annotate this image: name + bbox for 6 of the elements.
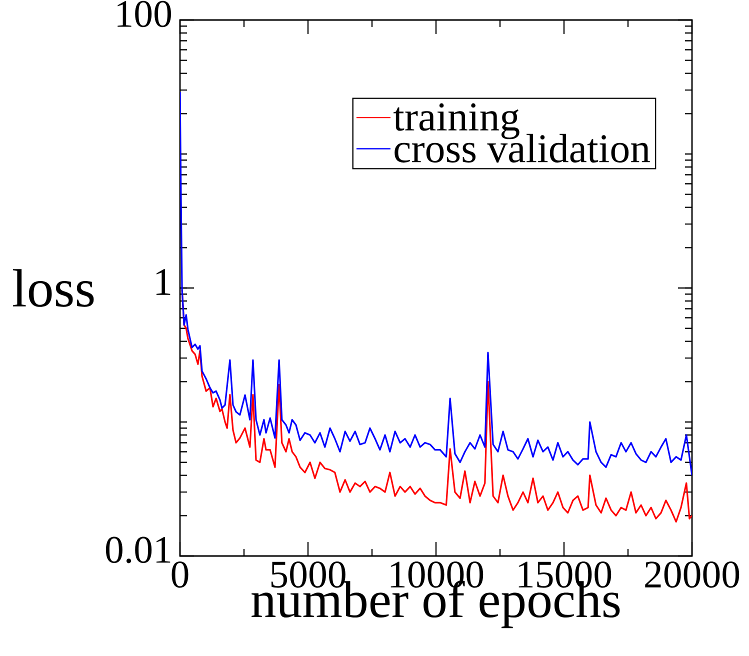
y-tick-label: 100 bbox=[118, 0, 172, 28]
y-tick-label: 1 bbox=[156, 269, 170, 295]
y-tick-label: 0.01 bbox=[106, 536, 170, 564]
y-axis-title: loss bbox=[13, 269, 94, 307]
x-tick-label: 0 bbox=[172, 562, 188, 588]
x-tick-label: 20000 bbox=[645, 562, 740, 588]
